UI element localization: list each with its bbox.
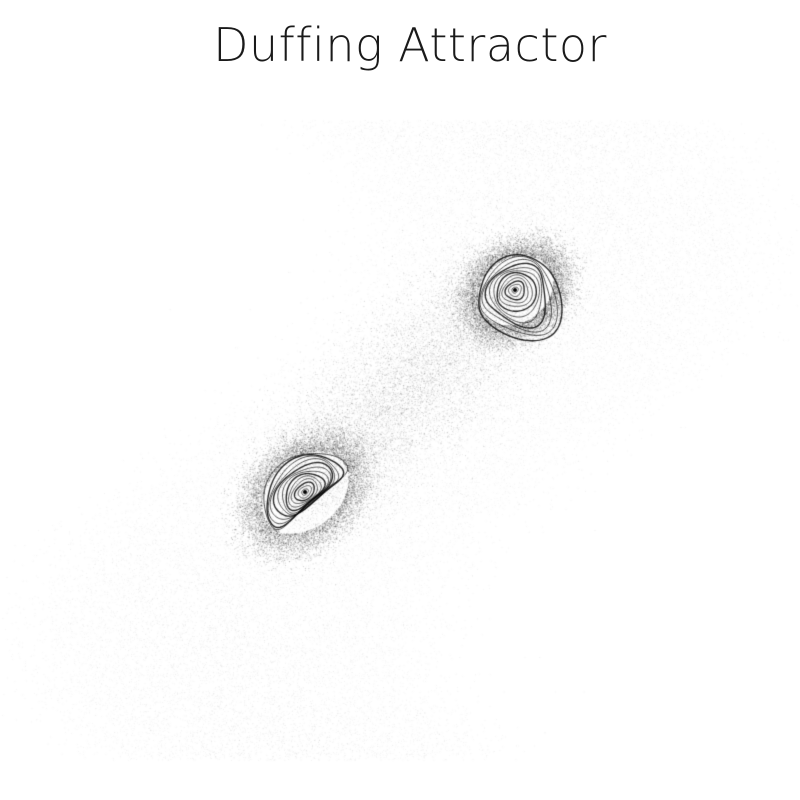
page-title: Duffing Attractor (213, 18, 607, 72)
